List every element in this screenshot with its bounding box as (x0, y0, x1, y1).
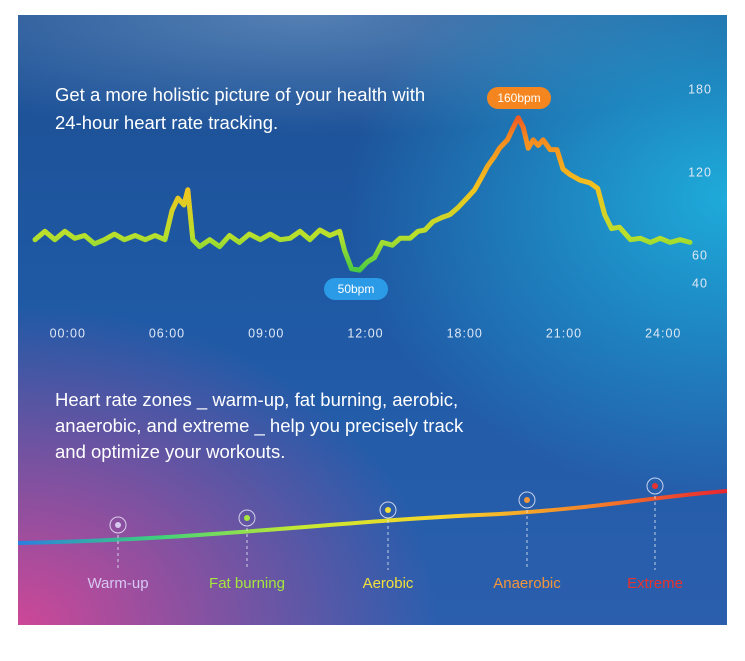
zone-curve (17, 489, 728, 545)
zone-dot (385, 507, 391, 513)
zone-label: Fat burning (209, 575, 285, 592)
zones-text-line: and optimize your workouts. (55, 441, 285, 462)
y-tick-label: 120 (688, 165, 712, 179)
zone-label: Warm-up (87, 575, 148, 592)
y-tick-label: 40 (692, 276, 708, 290)
x-tick-label: 12:00 (347, 326, 383, 340)
y-tick-label: 180 (688, 82, 712, 96)
zones-text-line: anaerobic, and extreme _ help you precis… (55, 415, 464, 437)
annotation-text: 160bpm (497, 91, 540, 105)
x-tick-label: 09:00 (248, 326, 284, 340)
x-tick-label: 24:00 (645, 326, 681, 340)
zone-ring (238, 509, 256, 527)
intro-line: Get a more holistic picture of your heal… (55, 84, 425, 105)
zone-dot (115, 522, 121, 528)
x-tick-label: 00:00 (50, 326, 86, 340)
zone-ring (518, 491, 536, 509)
annotation-pill (324, 278, 388, 300)
zone-dot (244, 515, 250, 521)
zone-label: Anaerobic (493, 575, 561, 592)
zones-text-line: Heart rate zones _ warm-up, fat burning,… (55, 389, 458, 411)
annotation-text: 50bpm (338, 282, 375, 296)
zone-dot (652, 483, 658, 489)
annotation-pill (487, 87, 551, 109)
intro-line: 24-hour heart rate tracking. (55, 112, 278, 133)
zone-dot (524, 497, 530, 503)
heart-rate-line (32, 115, 693, 273)
zone-ring (109, 516, 127, 534)
zone-ring (379, 501, 397, 519)
zone-label: Aerobic (363, 575, 414, 592)
x-tick-label: 06:00 (149, 326, 185, 340)
x-tick-label: 21:00 (546, 326, 582, 340)
zone-ring (646, 477, 664, 495)
y-tick-label: 60 (692, 249, 708, 263)
zone-label: Extreme (627, 575, 683, 592)
x-tick-label: 18:00 (447, 326, 483, 340)
